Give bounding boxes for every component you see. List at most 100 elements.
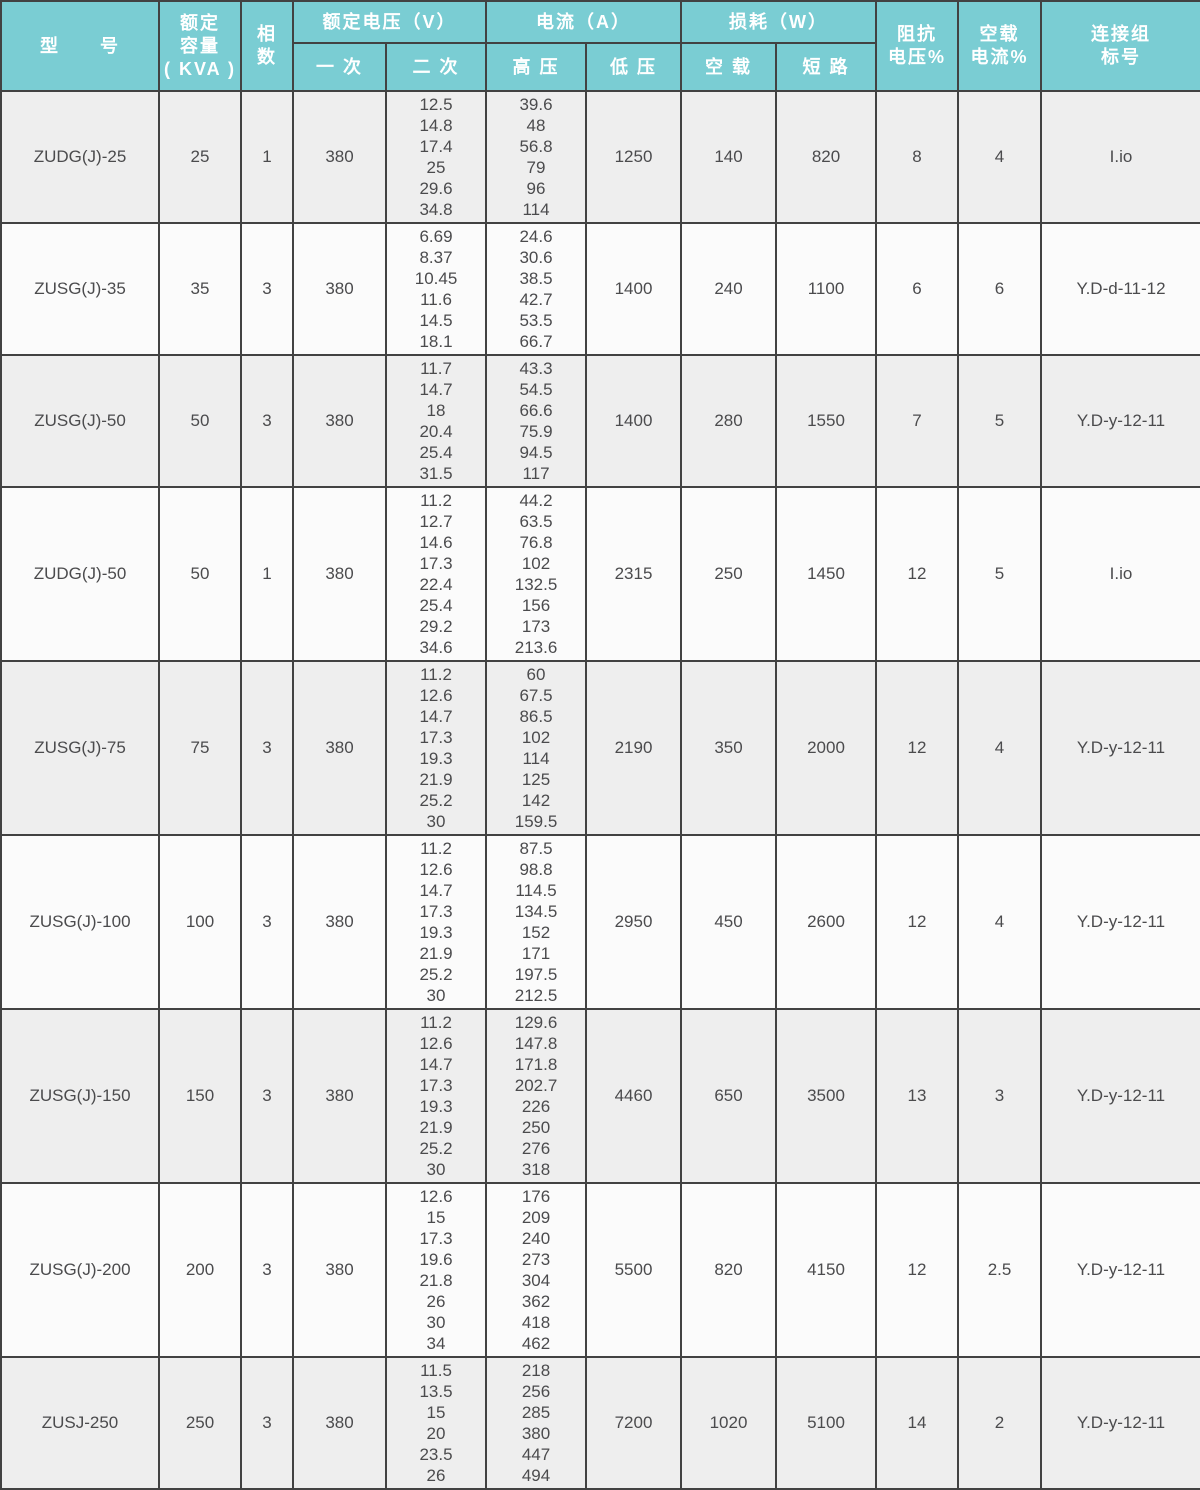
header-low-voltage: 低 压 — [585, 42, 683, 92]
cell-secondary-voltage: 12.5 14.8 17.4 25 29.6 34.8 — [384, 90, 488, 224]
cell-hv-current: 44.2 63.5 76.8 102 132.5 156 173 213.6 — [485, 486, 588, 662]
cell-no-load-loss: 450 — [680, 834, 778, 1010]
cell-lv-current: 2950 — [585, 834, 683, 1010]
cell-secondary-voltage: 12.6 15 17.3 19.6 21.8 26 30 34 — [384, 1182, 488, 1358]
header-current-group: 电流（A） — [485, 0, 683, 44]
cell-short-circuit-loss: 3500 — [775, 1008, 878, 1184]
header-capacity: 额定 容量 ( KVA ) — [158, 0, 242, 92]
table-row: ZUSG(J)-150 150 3 380 11.2 12.6 14.7 17.… — [0, 1008, 1200, 1184]
header-model: 型 号 — [0, 0, 160, 92]
cell-model: ZUSJ-250 — [0, 1356, 160, 1490]
cell-no-load-current: 4 — [957, 90, 1043, 224]
cell-model: ZUSG(J)-75 — [0, 660, 160, 836]
cell-connection: Y.D-y-12-11 — [1040, 1356, 1200, 1490]
cell-phases: 1 — [240, 90, 294, 224]
table-row: ZUSG(J)-50 50 3 380 11.7 14.7 18 20.4 25… — [0, 354, 1200, 488]
cell-lv-current: 4460 — [585, 1008, 683, 1184]
cell-no-load-current: 4 — [957, 660, 1043, 836]
cell-impedance: 12 — [875, 660, 960, 836]
cell-phases: 1 — [240, 486, 294, 662]
cell-lv-current: 7200 — [585, 1356, 683, 1490]
table-header: 型 号 额定 容量 ( KVA ) 相 数 额定电压（V） 电流（A） 损耗（W… — [0, 0, 1200, 92]
cell-no-load-loss: 280 — [680, 354, 778, 488]
cell-lv-current: 2190 — [585, 660, 683, 836]
cell-secondary-voltage: 11.5 13.5 15 20 23.5 26 — [384, 1356, 488, 1490]
table-row: ZUSJ-250 250 3 380 11.5 13.5 15 20 23.5 … — [0, 1356, 1200, 1490]
cell-connection: Y.D-y-12-11 — [1040, 354, 1200, 488]
table-row: ZUSG(J)-200 200 3 380 12.6 15 17.3 19.6 … — [0, 1182, 1200, 1358]
cell-no-load-loss: 350 — [680, 660, 778, 836]
cell-phases: 3 — [240, 1356, 294, 1490]
cell-capacity: 150 — [158, 1008, 242, 1184]
cell-short-circuit-loss: 1550 — [775, 354, 878, 488]
header-secondary: 二 次 — [384, 42, 488, 92]
cell-primary-voltage: 380 — [292, 222, 387, 356]
cell-phases: 3 — [240, 1008, 294, 1184]
cell-short-circuit-loss: 2000 — [775, 660, 878, 836]
cell-capacity: 25 — [158, 90, 242, 224]
cell-phases: 3 — [240, 660, 294, 836]
table-row: ZUSG(J)-75 75 3 380 11.2 12.6 14.7 17.3 … — [0, 660, 1200, 836]
cell-lv-current: 2315 — [585, 486, 683, 662]
cell-lv-current: 5500 — [585, 1182, 683, 1358]
cell-connection: Y.D-y-12-11 — [1040, 834, 1200, 1010]
table-row: ZUSG(J)-35 35 3 380 6.69 8.37 10.45 11.6… — [0, 222, 1200, 356]
cell-impedance: 13 — [875, 1008, 960, 1184]
cell-short-circuit-loss: 4150 — [775, 1182, 878, 1358]
cell-secondary-voltage: 11.2 12.6 14.7 17.3 19.3 21.9 25.2 30 — [384, 834, 488, 1010]
cell-hv-current: 43.3 54.5 66.6 75.9 94.5 117 — [485, 354, 588, 488]
cell-no-load-loss: 250 — [680, 486, 778, 662]
header-primary: 一 次 — [292, 42, 387, 92]
cell-phases: 3 — [240, 834, 294, 1010]
cell-capacity: 50 — [158, 486, 242, 662]
cell-short-circuit-loss: 2600 — [775, 834, 878, 1010]
cell-secondary-voltage: 6.69 8.37 10.45 11.6 14.5 18.1 — [384, 222, 488, 356]
cell-primary-voltage: 380 — [292, 90, 387, 224]
table-row: ZUDG(J)-50 50 1 380 11.2 12.7 14.6 17.3 … — [0, 486, 1200, 662]
header-no-load-current: 空载 电流% — [957, 0, 1043, 92]
cell-capacity: 35 — [158, 222, 242, 356]
header-phases: 相 数 — [240, 0, 294, 92]
cell-short-circuit-loss: 1450 — [775, 486, 878, 662]
cell-lv-current: 1400 — [585, 354, 683, 488]
cell-connection: Y.D-y-12-11 — [1040, 660, 1200, 836]
cell-capacity: 75 — [158, 660, 242, 836]
cell-no-load-current: 3 — [957, 1008, 1043, 1184]
cell-secondary-voltage: 11.2 12.7 14.6 17.3 22.4 25.4 29.2 34.6 — [384, 486, 488, 662]
cell-impedance: 12 — [875, 1182, 960, 1358]
cell-primary-voltage: 380 — [292, 660, 387, 836]
cell-connection: Y.D-y-12-11 — [1040, 1008, 1200, 1184]
cell-hv-current: 60 67.5 86.5 102 114 125 142 159.5 — [485, 660, 588, 836]
cell-model: ZUSG(J)-100 — [0, 834, 160, 1010]
cell-model: ZUSG(J)-35 — [0, 222, 160, 356]
cell-connection: Y.D-y-12-11 — [1040, 1182, 1200, 1358]
header-group-row: 型 号 额定 容量 ( KVA ) 相 数 额定电压（V） 电流（A） 损耗（W… — [0, 0, 1200, 92]
cell-no-load-loss: 1020 — [680, 1356, 778, 1490]
table-row: ZUDG(J)-25 25 1 380 12.5 14.8 17.4 25 29… — [0, 90, 1200, 224]
cell-short-circuit-loss: 5100 — [775, 1356, 878, 1490]
cell-impedance: 12 — [875, 486, 960, 662]
cell-connection: Y.D-d-11-12 — [1040, 222, 1200, 356]
cell-model: ZUSG(J)-50 — [0, 354, 160, 488]
cell-connection: I.io — [1040, 486, 1200, 662]
table-row: ZUSG(J)-100 100 3 380 11.2 12.6 14.7 17.… — [0, 834, 1200, 1010]
cell-impedance: 6 — [875, 222, 960, 356]
cell-model: ZUDG(J)-50 — [0, 486, 160, 662]
cell-impedance: 7 — [875, 354, 960, 488]
header-no-load-loss: 空 载 — [680, 42, 778, 92]
cell-no-load-loss: 140 — [680, 90, 778, 224]
header-rated-voltage-group: 额定电压（V） — [291, 0, 488, 44]
cell-hv-current: 129.6 147.8 171.8 202.7 226 250 276 318 — [485, 1008, 588, 1184]
cell-short-circuit-loss: 1100 — [775, 222, 878, 356]
cell-short-circuit-loss: 820 — [775, 90, 878, 224]
cell-hv-current: 87.5 98.8 114.5 134.5 152 171 197.5 212.… — [485, 834, 588, 1010]
cell-primary-voltage: 380 — [292, 1182, 387, 1358]
cell-no-load-current: 6 — [957, 222, 1043, 356]
cell-model: ZUSG(J)-150 — [0, 1008, 160, 1184]
cell-no-load-current: 2.5 — [957, 1182, 1043, 1358]
cell-impedance: 8 — [875, 90, 960, 224]
cell-impedance: 14 — [875, 1356, 960, 1490]
cell-no-load-loss: 240 — [680, 222, 778, 356]
cell-primary-voltage: 380 — [292, 486, 387, 662]
cell-phases: 3 — [240, 1182, 294, 1358]
